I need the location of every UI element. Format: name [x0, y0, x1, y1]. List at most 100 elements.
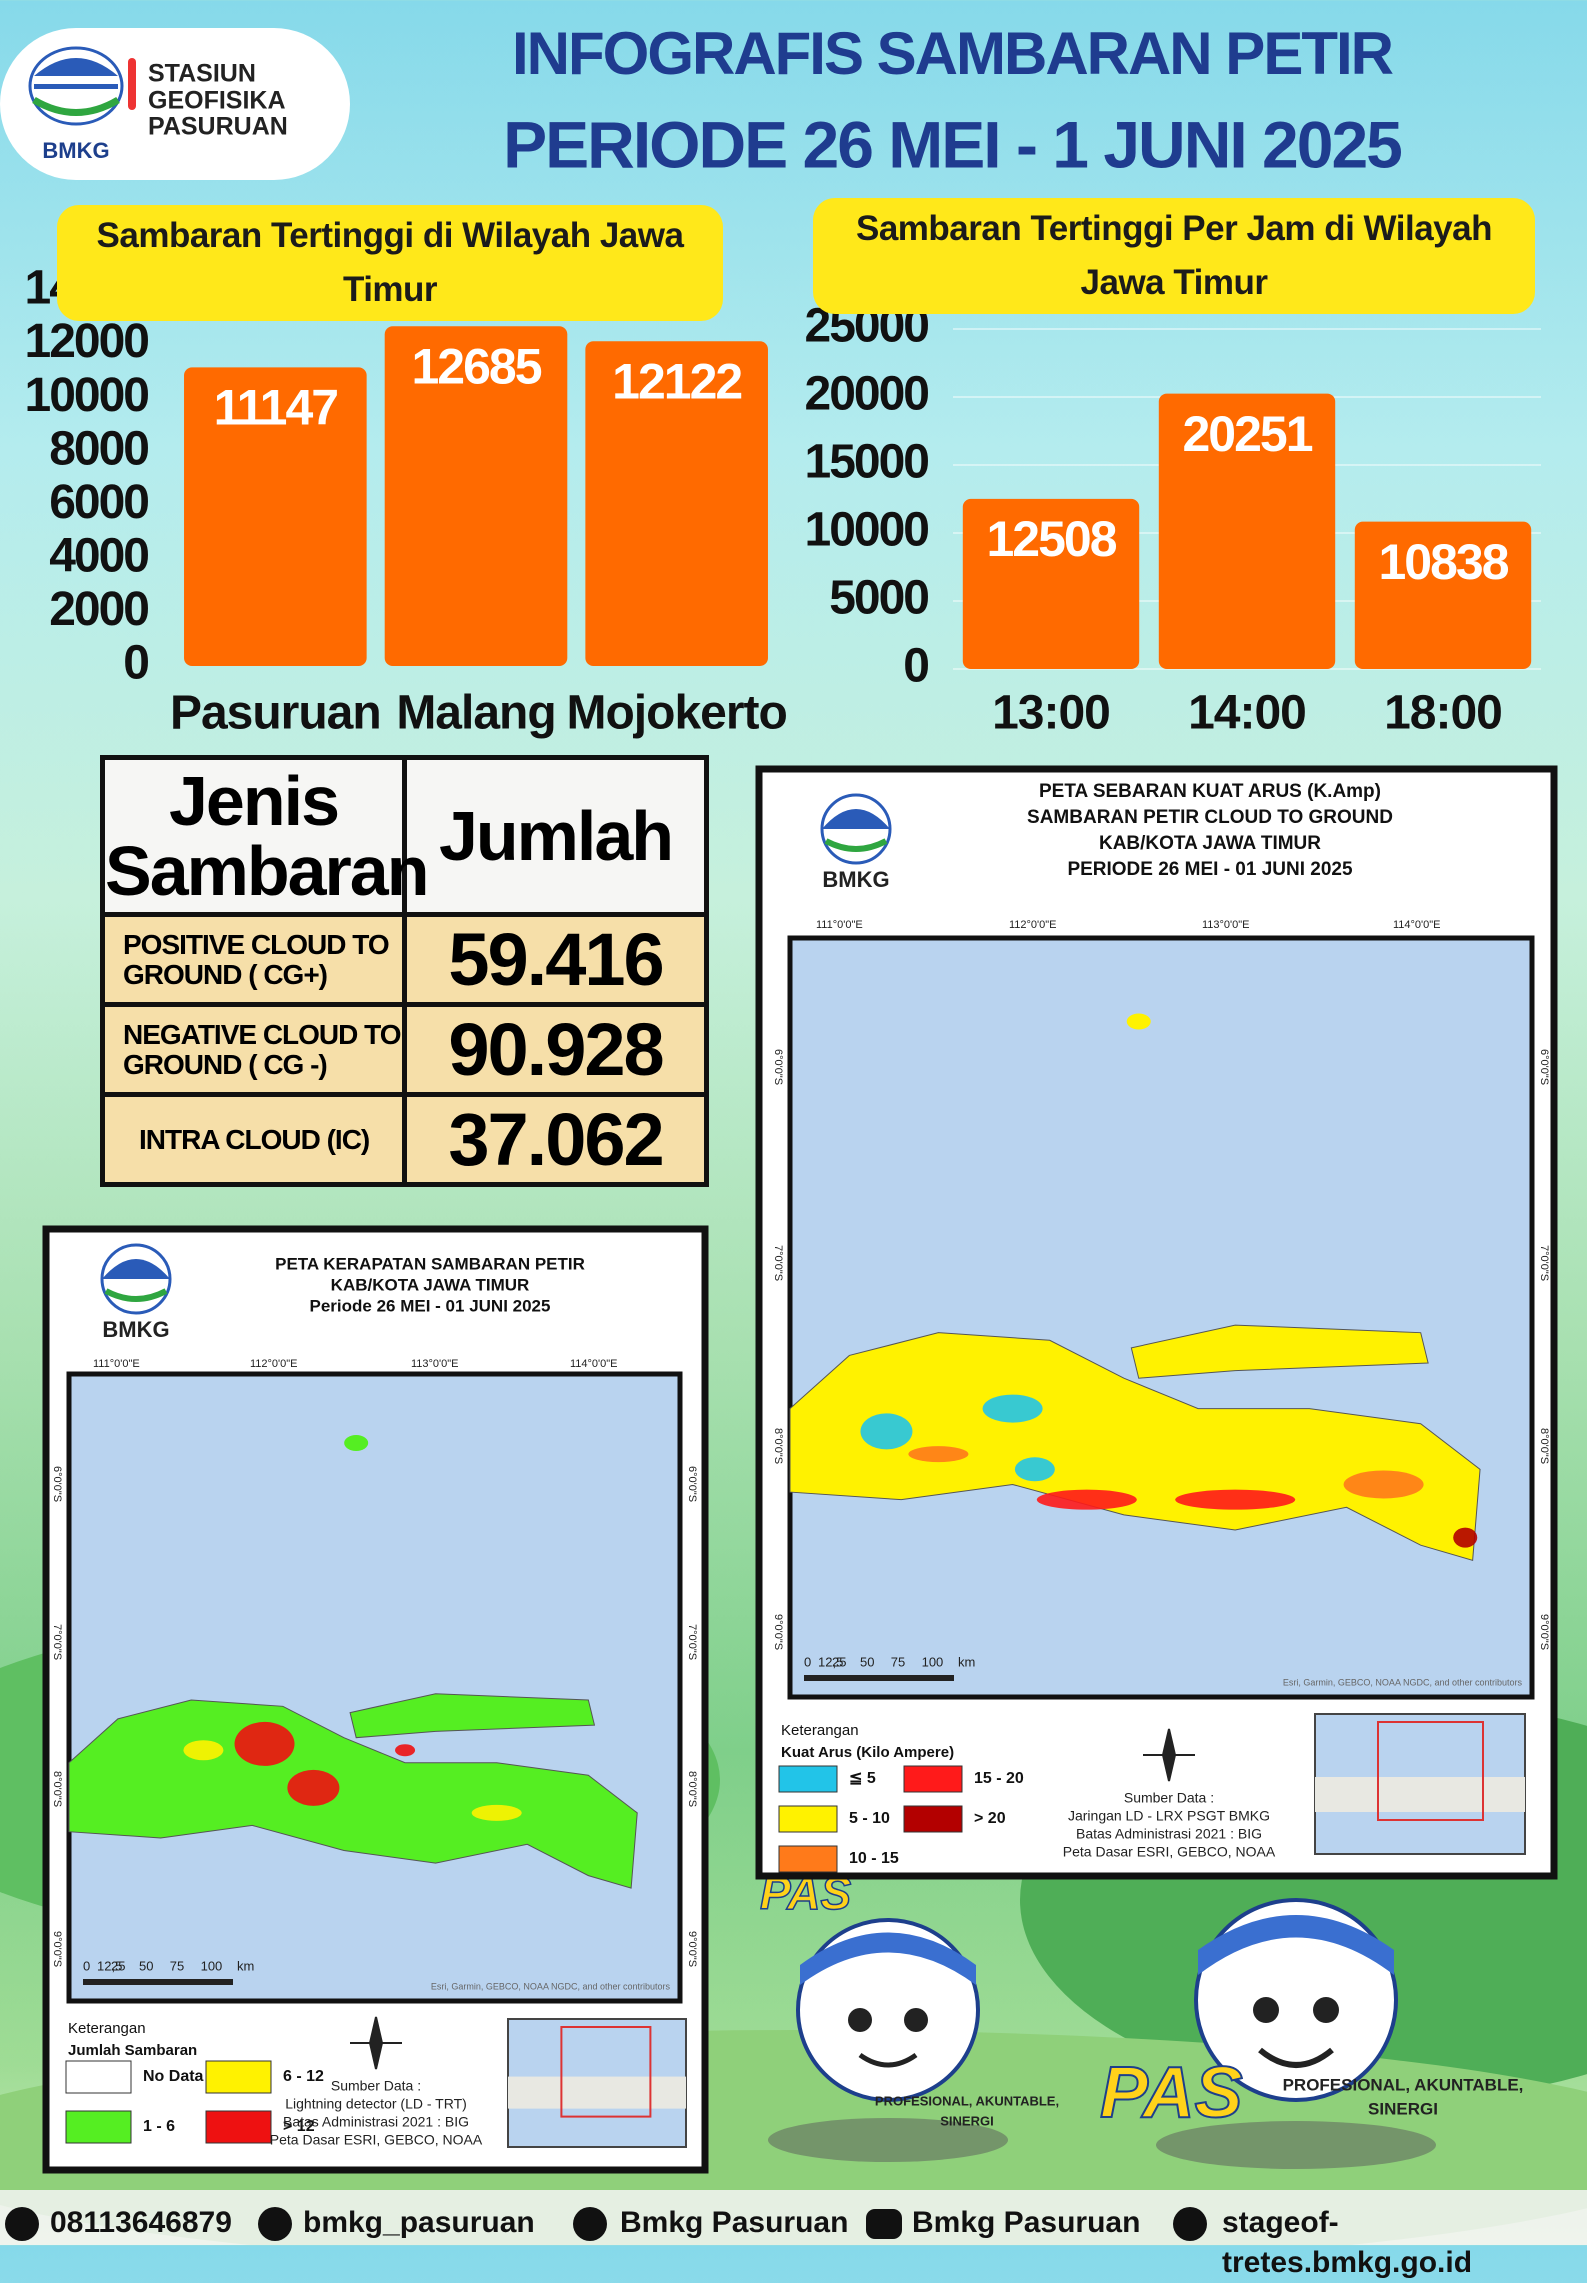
footer-phone: 08113646879: [50, 2206, 232, 2239]
strike-count: 37.062: [402, 1092, 709, 1187]
header-cell: Jumlah: [402, 755, 709, 917]
bar: [184, 367, 367, 666]
legend-swatch: [903, 1765, 963, 1793]
map-land: [1130, 1324, 1429, 1379]
map-patch: [908, 1446, 969, 1463]
map-logo-text: BMKG: [102, 1317, 169, 1342]
legend-label: ≦ 5: [849, 1770, 876, 1787]
map-logo-text: BMKG: [822, 867, 889, 892]
scale-label: 0: [804, 1654, 811, 1669]
map-patch: [1175, 1489, 1296, 1510]
data-label: 10838: [1378, 534, 1508, 590]
mascot-motto: PROFESIONAL, AKUNTABLE,: [1283, 2075, 1524, 2094]
lat-label: 9°0'0"S: [686, 1931, 698, 1967]
x-tick-label: Malang: [396, 687, 555, 740]
map-patch: [234, 1721, 295, 1766]
map-patch: [1014, 1457, 1055, 1482]
lat-label: 9°0'0"S: [1538, 1614, 1550, 1650]
map-logo: [822, 809, 890, 829]
chart-title: Sambaran Tertinggi Per Jam di Wilayah Ja…: [813, 198, 1535, 314]
y-tick-label: 15000: [805, 436, 929, 489]
compass: [350, 2016, 402, 2070]
legend-title: Kuat Arus (Kilo Ampere): [781, 1744, 954, 1761]
y-tick-label: 5000: [829, 572, 928, 625]
x-tick-label: Mojokerto: [566, 687, 786, 740]
data-label: 12685: [411, 338, 541, 394]
x-tick-label: 14:00: [1188, 687, 1306, 740]
lon-label: 112°0'0"E: [250, 1358, 298, 1370]
lat-label: 8°0'0"S: [1538, 1428, 1550, 1464]
map-title: Periode 26 MEI - 01 JUNI 2025: [310, 1296, 551, 1315]
map-title: SAMBARAN PETIR CLOUD TO GROUND: [1027, 807, 1393, 828]
scale-label: 75: [170, 1958, 184, 1973]
map-patch: [1036, 1489, 1137, 1510]
legend-title: Keterangan: [68, 2020, 146, 2037]
lat-label: 8°0'0"S: [51, 1771, 63, 1807]
strike-type: POSITIVE CLOUD TO GROUND ( CG+): [100, 912, 407, 1007]
source-text: Jaringan LD - LRX PSGT BMKG: [1068, 1808, 1270, 1824]
table-header: Jenis Sambaran Jumlah: [100, 755, 709, 917]
legend-swatch: [903, 1805, 963, 1833]
scale-label: 12,5: [818, 1654, 843, 1669]
lat-label: 6°0'0"S: [686, 1466, 698, 1502]
y-tick-label: 4000: [49, 530, 148, 583]
facebook-icon: [573, 2207, 607, 2241]
source-text: Peta Dasar ESRI, GEBCO, NOAA: [270, 2132, 483, 2148]
inset-extent: [1377, 1721, 1484, 1821]
map-logo: [824, 838, 888, 852]
scale-label: km: [237, 1958, 254, 1973]
station-name: STASIUN: [148, 60, 256, 88]
y-tick-label: 0: [903, 640, 928, 693]
y-tick-label: 0: [123, 637, 148, 690]
strike-type: INTRA CLOUD (IC): [100, 1092, 407, 1187]
footer-website: stageof-tretes.bmkg.go.id: [1222, 2206, 1473, 2279]
map-patch: [1453, 1527, 1478, 1548]
lon-label: 112°0'0"E: [1009, 919, 1057, 931]
scale-bar: [804, 1675, 954, 1681]
map-patch: [860, 1413, 913, 1450]
legend-swatch: [205, 2110, 272, 2144]
mascot-badge: PAS: [1100, 2053, 1243, 2133]
lon-label: 114°0'0"E: [1393, 919, 1441, 931]
y-tick-label: 10000: [25, 369, 149, 422]
map-logo: [104, 1288, 168, 1302]
map-land: [349, 1693, 596, 1739]
scale-bar: [83, 1979, 233, 1985]
footer-youtube: Bmkg Pasuruan: [912, 2206, 1141, 2239]
legend-label: > 20: [974, 1810, 1006, 1827]
strike-count: 90.928: [402, 1002, 709, 1097]
bar: [1158, 393, 1336, 669]
lat-label: 6°0'0"S: [772, 1049, 784, 1085]
map-title: KAB/KOTA JAWA TIMUR: [1099, 833, 1321, 854]
lon-label: 111°0'0"E: [93, 1358, 140, 1370]
source-text: Sumber Data :: [331, 2078, 421, 2094]
lon-label: 111°0'0"E: [816, 919, 863, 931]
youtube-icon: [866, 2209, 902, 2239]
scale-label: 75: [891, 1654, 905, 1669]
strike-type: NEGATIVE CLOUD TO GROUND ( CG -): [100, 1002, 407, 1097]
lon-label: 114°0'0"E: [570, 1358, 618, 1370]
scale-label: 100: [201, 1958, 223, 1973]
y-tick-label: 20000: [805, 368, 929, 421]
lat-label: 6°0'0"S: [51, 1466, 63, 1502]
lat-label: 7°0'0"S: [686, 1624, 698, 1660]
map-sea: [787, 935, 1535, 1700]
legend-swatch: [205, 2060, 272, 2094]
lat-label: 7°0'0"S: [51, 1624, 63, 1660]
data-label: 12508: [986, 511, 1116, 567]
scale-label: 50: [139, 1958, 153, 1973]
lat-label: 6°0'0"S: [1538, 1049, 1550, 1085]
mascot-motto: SINERGI: [940, 2113, 993, 2128]
lat-label: 9°0'0"S: [772, 1614, 784, 1650]
compass: [1143, 1728, 1195, 1782]
legend-label: 15 - 20: [974, 1770, 1024, 1787]
source-text: Lightning detector (LD - TRT): [285, 2096, 467, 2112]
legend-label: 1 - 6: [143, 2118, 175, 2135]
map-land: [1126, 1013, 1151, 1030]
scale-label: 25: [111, 1958, 125, 1973]
lat-label: 7°0'0"S: [772, 1245, 784, 1281]
table-row: INTRA CLOUD (IC) 37.062: [100, 1092, 709, 1187]
strike-type-table: Jenis Sambaran Jumlah POSITIVE CLOUD TO …: [100, 755, 709, 1187]
scale-label: 100: [922, 1654, 944, 1669]
